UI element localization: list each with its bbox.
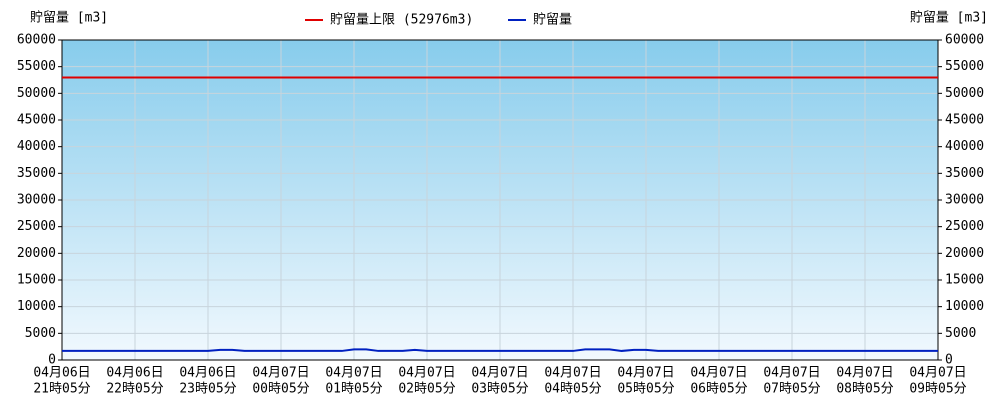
series-line (62, 348, 938, 352)
y-tick-label: 50000 (17, 86, 56, 101)
y2-tick-label: 35000 (945, 166, 984, 181)
x-tick-label: 04月07日 (909, 366, 966, 381)
y2-tick-label: 25000 (945, 219, 984, 234)
x-tick-label: 04月07日 (763, 366, 820, 381)
plot-border (61, 39, 939, 361)
x-tick-label: 22時05分 (106, 382, 163, 397)
x-tick-label: 02時05分 (398, 382, 455, 397)
y2-tick-label: 60000 (945, 33, 984, 48)
y2-tick-label: 45000 (945, 113, 984, 128)
y2-tick-label: 5000 (945, 326, 976, 341)
y-tick-label: 35000 (17, 166, 56, 181)
x-tick-label: 09時05分 (909, 382, 966, 397)
y-axis-label: 貯留量 [m3] (30, 11, 108, 26)
x-tick-label: 04月06日 (106, 366, 163, 381)
x-tick-label: 04月07日 (617, 366, 674, 381)
y-tick-label: 45000 (17, 113, 56, 128)
y-tick-label: 60000 (17, 33, 56, 48)
x-tick-label: 03時05分 (471, 382, 528, 397)
x-tick-label: 08時05分 (836, 382, 893, 397)
y-tick-label: 40000 (17, 139, 56, 154)
y2-tick-label: 40000 (945, 139, 984, 154)
x-tick-label: 00時05分 (252, 382, 309, 397)
x-tick-label: 04月06日 (33, 366, 90, 381)
x-tick-label: 06時05分 (690, 382, 747, 397)
y2-tick-label: 20000 (945, 246, 984, 261)
x-tick-label: 23時05分 (179, 382, 236, 397)
x-tick-label: 04月07日 (544, 366, 601, 381)
x-tick-label: 04月07日 (836, 366, 893, 381)
x-tick-label: 04月07日 (325, 366, 382, 381)
x-tick-label: 04月07日 (471, 366, 528, 381)
y2-tick-label: 50000 (945, 86, 984, 101)
y2-tick-label: 10000 (945, 299, 984, 314)
y-tick-label: 55000 (17, 59, 56, 74)
y2-tick-label: 30000 (945, 193, 984, 208)
y-tick-label: 25000 (17, 219, 56, 234)
y2-axis-label: 貯留量 [m3] (910, 11, 988, 26)
x-tick-label: 01時05分 (325, 382, 382, 397)
y2-tick-label: 0 (945, 353, 953, 368)
x-tick-label: 04月07日 (398, 366, 455, 381)
y-tick-label: 10000 (17, 299, 56, 314)
y-tick-label: 0 (48, 353, 56, 368)
x-tick-label: 04月07日 (252, 366, 309, 381)
y-tick-label: 15000 (17, 273, 56, 288)
y-tick-label: 20000 (17, 246, 56, 261)
y2-tick-label: 55000 (945, 59, 984, 74)
x-tick-label: 04月07日 (690, 366, 747, 381)
y-tick-label: 5000 (25, 326, 56, 341)
y2-tick-label: 15000 (945, 273, 984, 288)
x-tick-label: 04月06日 (179, 366, 236, 381)
x-tick-label: 05時05分 (617, 382, 674, 397)
x-tick-label: 07時05分 (763, 382, 820, 397)
y-tick-label: 30000 (17, 193, 56, 208)
x-tick-label: 21時05分 (33, 382, 90, 397)
legend-label: 貯留量 (533, 13, 572, 28)
x-tick-label: 04時05分 (544, 382, 601, 397)
legend-label: 貯留量上限 (52976m3) (330, 13, 473, 28)
